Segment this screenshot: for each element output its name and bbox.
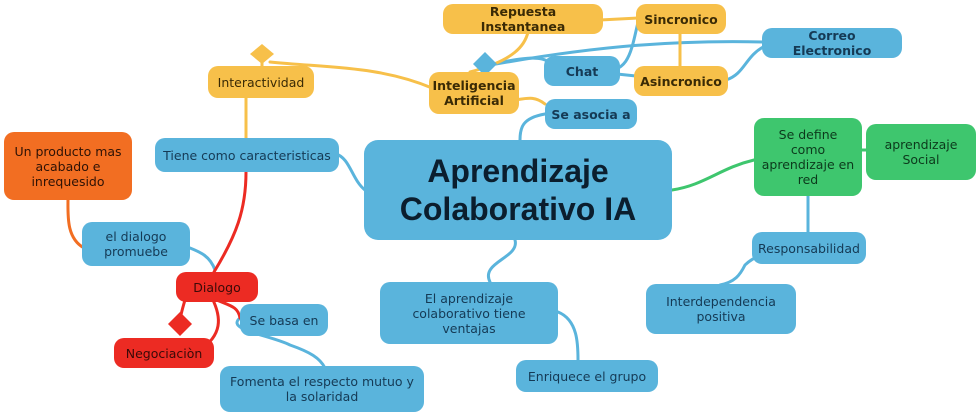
diamond-marker xyxy=(473,52,497,76)
node-se-basa-en[interactable]: Se basa en xyxy=(240,304,328,336)
node-enriquece-grupo[interactable]: Enriquece el grupo xyxy=(516,360,658,392)
node-interdependencia[interactable]: Interdependencia positiva xyxy=(646,284,796,334)
node-negociacion[interactable]: Negociaciòn xyxy=(114,338,214,368)
node-sincronico[interactable]: Sincronico xyxy=(636,4,726,34)
node-responsabilidad[interactable]: Responsabilidad xyxy=(752,232,866,264)
node-ventajas[interactable]: El aprendizaje colaborativo tiene ventaj… xyxy=(380,282,558,344)
node-se-define-red[interactable]: Se define como aprendizaje en red xyxy=(754,118,862,196)
node-aprendizaje-social[interactable]: aprendizaje Social xyxy=(866,124,976,180)
central-topic[interactable]: Aprendizaje Colaborativo IA xyxy=(364,140,672,240)
diamond-marker xyxy=(168,312,192,336)
node-se-asocia-a[interactable]: Se asocia a xyxy=(545,99,637,129)
node-dialogo[interactable]: Dialogo xyxy=(176,272,258,302)
diamond-marker xyxy=(250,44,274,64)
node-producto-acabado[interactable]: Un producto mas acabado e inrequesido xyxy=(4,132,132,200)
node-correo-electronico[interactable]: Correo Electronico xyxy=(762,28,902,58)
node-respuesta-instantanea[interactable]: Repuesta Instantanea xyxy=(443,4,603,34)
node-dialogo-promueve[interactable]: el dialogo promuebe xyxy=(82,222,190,266)
node-inteligencia-artificial[interactable]: Inteligencia Artificial xyxy=(429,72,519,114)
node-fomenta-respeto[interactable]: Fomenta el respecto mutuo y la solaridad xyxy=(220,366,424,412)
node-tiene-caracteristicas[interactable]: Tiene como caracteristicas xyxy=(155,138,339,172)
node-chat[interactable]: Chat xyxy=(544,56,620,86)
node-asincronico[interactable]: Asincronico xyxy=(634,66,728,96)
node-interactividad[interactable]: Interactividad xyxy=(208,66,314,98)
